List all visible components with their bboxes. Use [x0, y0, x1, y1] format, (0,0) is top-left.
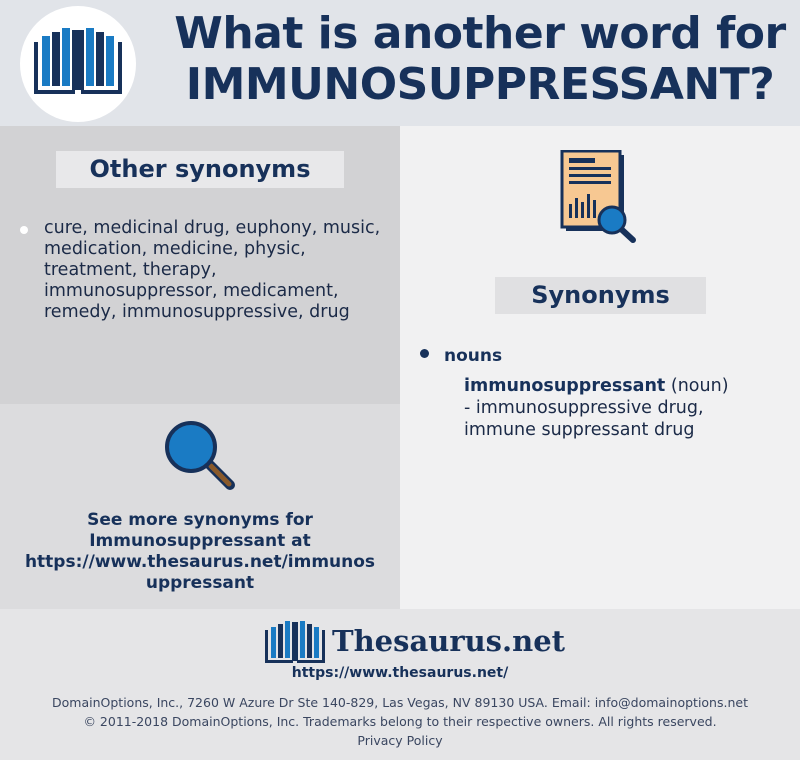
book-icon	[34, 28, 122, 94]
synonym-entry: immunosuppressant (noun) - immunosuppres…	[464, 375, 784, 441]
entry-word[interactable]: immunosuppressant	[464, 376, 666, 396]
see-more-line-2: Immunosuppressant at	[89, 531, 311, 551]
entry-definition-line-1: - immunosuppressive drug,	[464, 398, 704, 418]
magnifier-icon	[165, 421, 235, 490]
see-more-line-3: https://www.thesaurus.net/immunos	[24, 552, 376, 572]
entry-pos: (noun)	[670, 376, 729, 396]
header: What is another word for IMMUNOSUPPRESSA…	[0, 0, 800, 126]
brand-url-link[interactable]: https://www.thesaurus.net/	[291, 665, 509, 681]
see-more-line-1: See more synonyms for	[87, 510, 313, 530]
logo[interactable]	[20, 6, 136, 122]
see-more-link[interactable]: See more synonyms for Immunosuppressant …	[10, 510, 390, 594]
brand-name[interactable]: Thesaurus.net	[332, 624, 566, 658]
synonyms-heading: Synonyms	[495, 277, 706, 314]
footer: Thesaurus.net https://www.thesaurus.net/…	[0, 609, 800, 760]
synonyms-panel: Synonyms nouns immunosuppressant (noun) …	[400, 126, 800, 609]
bullet-icon	[420, 349, 429, 358]
privacy-policy-link[interactable]: Privacy Policy	[357, 733, 443, 748]
title-line-2: IMMUNOSUPPRESSANT?	[185, 59, 775, 110]
title-line-1: What is another word for	[174, 8, 786, 59]
book-icon	[265, 621, 325, 663]
other-synonyms-heading: Other synonyms	[56, 151, 344, 188]
other-synonyms-panel: Other synonyms cure, medicinal drug, eup…	[0, 126, 400, 404]
see-more-line-4: uppressant	[145, 573, 255, 593]
document-search-icon	[560, 150, 636, 243]
other-synonyms-text: cure, medicinal drug, euphony, music, me…	[44, 218, 381, 322]
pos-label: nouns	[444, 346, 503, 366]
pos-group: nouns	[420, 346, 502, 366]
page-title: What is another word for IMMUNOSUPPRESSA…	[170, 8, 790, 110]
bullet-icon	[20, 226, 28, 234]
footer-copyright: © 2011-2018 DomainOptions, Inc. Trademar…	[83, 714, 717, 729]
see-more-panel: See more synonyms for Immunosuppressant …	[0, 404, 400, 609]
other-synonyms-list: cure, medicinal drug, euphony, music, me…	[20, 218, 390, 323]
entry-definition-line-2: immune suppressant drug	[464, 420, 695, 440]
footer-address: DomainOptions, Inc., 7260 W Azure Dr Ste…	[52, 695, 748, 710]
